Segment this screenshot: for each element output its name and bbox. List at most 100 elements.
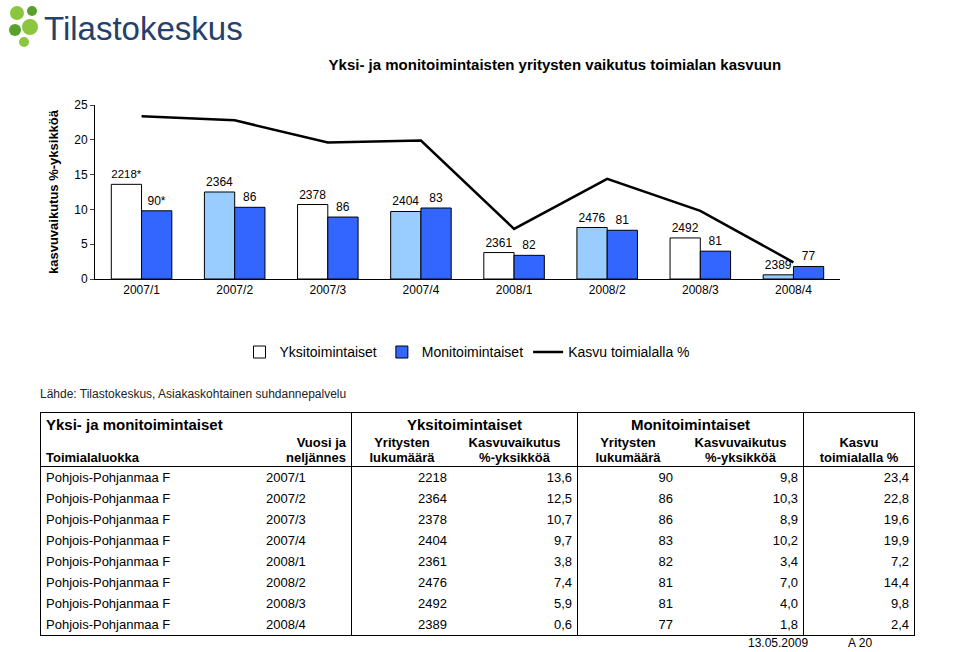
svg-text:82: 82 [522,238,536,252]
html-text:2007/4: 2007/4 [266,533,306,548]
html-text:2007/3: 2007/3 [266,512,306,527]
svg-text:2476: 2476 [579,211,606,225]
html-text:10,3: 10,3 [772,491,798,506]
html-text:3,4: 3,4 [779,554,798,569]
html-text:2476: 2476 [418,575,447,590]
html-text:Pohjois-Pohjanmaa F: Pohjois-Pohjanmaa F [46,575,171,590]
html-text:2008/1: 2008/1 [266,554,306,569]
svg-text:2492: 2492 [672,221,699,235]
html-text:81: 81 [658,575,673,590]
svg-text:25: 25 [74,98,88,112]
html-text:Toimialaluokka: Toimialaluokka [46,450,139,465]
svg-text:0: 0 [81,272,88,286]
svg-text:81: 81 [709,234,723,248]
svg-text:2007/2: 2007/2 [216,283,253,297]
html-text:83: 83 [658,533,673,548]
html-text:neljännes: neljännes [286,450,346,465]
svg-text:Yksi- ja monitoimintaisten yri: Yksi- ja monitoimintaisten yritysten vai… [329,56,782,73]
svg-text:Monitoimintaiset: Monitoimintaiset [422,344,523,360]
html-text:2492: 2492 [418,596,447,611]
svg-text:2389: 2389 [765,258,792,272]
html-text:2361: 2361 [418,554,447,569]
html-text:Pohjois-Pohjanmaa F: Pohjois-Pohjanmaa F [46,554,171,569]
html-text:13,6: 13,6 [546,470,572,485]
html-text:Pohjois-Pohjanmaa F: Pohjois-Pohjanmaa F [46,491,171,506]
svg-text:Kasvu toimialalla %: Kasvu toimialalla % [568,344,689,360]
svg-text:86: 86 [243,190,257,204]
html-text:2218: 2218 [418,470,447,485]
html-text:7,0: 7,0 [779,575,798,590]
svg-text:2007/4: 2007/4 [403,283,440,297]
html-text:Yritysten: Yritysten [600,435,656,450]
svg-text:90*: 90* [148,194,166,208]
html-text:2007/1: 2007/1 [266,470,306,485]
html-text:22,8: 22,8 [883,491,909,506]
svg-text:2008/1: 2008/1 [496,283,533,297]
html-text:Kasvuvaikutus: Kasvuvaikutus [468,435,561,450]
svg-text:2404: 2404 [392,194,419,208]
svg-text:5: 5 [81,237,88,251]
svg-text:2361: 2361 [485,236,512,250]
html-text:14,4: 14,4 [883,575,909,590]
html-text:10,2: 10,2 [772,533,798,548]
html-text:lukumäärä: lukumäärä [595,450,661,465]
html-text:86: 86 [658,512,673,527]
html-text:10,7: 10,7 [546,512,572,527]
svg-text:2008/4: 2008/4 [775,283,812,297]
html-text:Vuosi ja: Vuosi ja [296,435,346,450]
html-text:2008/2: 2008/2 [266,575,306,590]
svg-text:2218*: 2218* [111,168,141,180]
svg-text:Yksitoimintaiset: Yksitoimintaiset [280,344,377,360]
html-text:19,9: 19,9 [883,533,909,548]
html-text:2404: 2404 [418,533,447,548]
svg-text:15: 15 [74,168,88,182]
html-text:8,9: 8,9 [779,512,798,527]
html-text:Pohjois-Pohjanmaa F: Pohjois-Pohjanmaa F [46,512,171,527]
html-text:2378: 2378 [418,512,447,527]
svg-text:20: 20 [74,133,88,147]
html-text:%-yksikköä: %-yksikköä [705,450,776,465]
html-text:86: 86 [658,491,673,506]
svg-text:2007/1: 2007/1 [123,283,160,297]
html-text:Monitoimintaiset: Monitoimintaiset [630,416,751,433]
html-text:%-yksikköä: %-yksikköä [479,450,550,465]
html-text:Yksitoimintaiset: Yksitoimintaiset [407,416,522,433]
svg-text:77: 77 [802,249,816,263]
html-text:7,2: 7,2 [890,554,909,569]
html-text:2364: 2364 [418,491,447,506]
svg-text:81: 81 [615,213,629,227]
svg-text:2008/3: 2008/3 [682,283,719,297]
svg-text:83: 83 [429,191,443,205]
html-text:5,9: 5,9 [553,596,572,611]
svg-text:2364: 2364 [206,175,233,189]
html-text:Yksi- ja monitoimintaiset: Yksi- ja monitoimintaiset [46,416,223,433]
html-text:9,8: 9,8 [779,470,798,485]
html-text:23,4: 23,4 [883,470,909,485]
html-text:4,0: 4,0 [779,596,798,611]
html-text:2008/3: 2008/3 [266,596,306,611]
html-text:Yritysten: Yritysten [374,435,430,450]
html-text:Pohjois-Pohjanmaa F: Pohjois-Pohjanmaa F [46,533,171,548]
html-text:2007/2: 2007/2 [266,491,306,506]
html-text:lukumäärä: lukumäärä [369,450,435,465]
html-text:12,5: 12,5 [546,491,572,506]
svg-text:2378: 2378 [299,188,326,202]
html-text:toimialalla %: toimialalla % [819,450,899,465]
html-text:Pohjois-Pohjanmaa F: Pohjois-Pohjanmaa F [46,596,171,611]
html-text:81: 81 [658,596,673,611]
html-text:9,7: 9,7 [553,533,572,548]
svg-text:kasvuvaikutus %-yksikköä: kasvuvaikutus %-yksikköä [46,109,61,274]
html-text:90: 90 [658,470,673,485]
html-text:Kasvu: Kasvu [839,435,879,450]
svg-text:86: 86 [336,200,350,214]
html-text:7,4: 7,4 [553,575,572,590]
html-text:Pohjois-Pohjanmaa F: Pohjois-Pohjanmaa F [46,470,171,485]
html-text:82: 82 [658,554,673,569]
svg-text:10: 10 [74,203,88,217]
svg-text:2008/2: 2008/2 [589,283,626,297]
svg-text:2007/3: 2007/3 [309,283,346,297]
svg-text:Tilastokeskus: Tilastokeskus [44,10,243,47]
html-text:19,6: 19,6 [883,512,909,527]
html-text:3,8: 3,8 [553,554,572,569]
html-text:Kasvuvaikutus: Kasvuvaikutus [694,435,787,450]
